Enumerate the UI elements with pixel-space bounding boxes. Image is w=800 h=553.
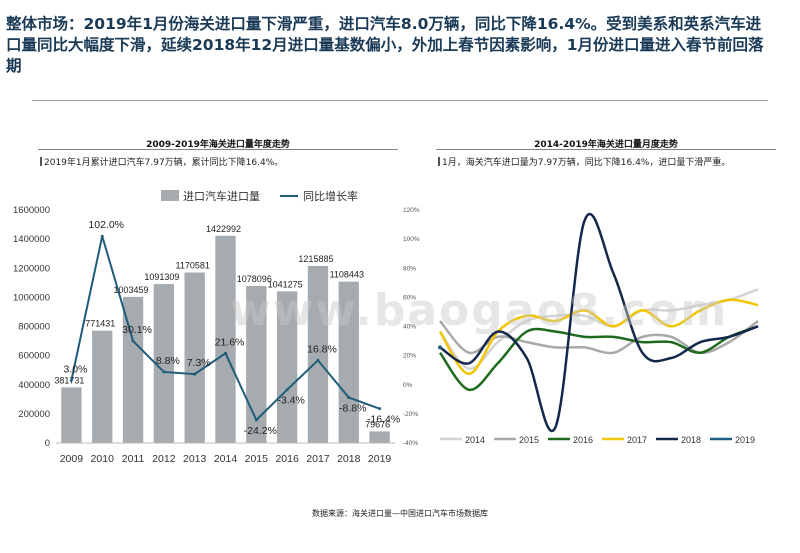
bar [307,265,329,443]
headline-divider [32,100,768,101]
growth-rate-point [131,339,135,343]
x-tick-label: 2010 [91,453,115,465]
x-tick-label: 2013 [183,453,207,465]
right-chart-note: 1月，海关汽车进口量为7.97万辆，同比下降16.4%，进口量下滑严重。 [438,157,768,170]
bar [369,431,390,443]
right-y-tick-label: 40% [403,324,416,331]
bar [92,330,113,443]
growth-rate-label: 7.3% [187,357,211,369]
monthly-line-2016 [438,325,759,391]
left-y-tick-label: 1000000 [13,292,50,303]
bar [61,387,82,443]
bar-value-label: 1003459 [114,285,149,295]
bar-value-label: 79676 [365,419,390,429]
headline: 整体市场：2019年1月份海关进口量下滑严重，进口汽车8.0万辆，同比下降16.… [6,15,764,75]
bar-value-label: 381731 [54,375,84,385]
left-y-tick-label: 800000 [18,322,50,333]
legend-label-2016: 2016 [573,435,593,445]
growth-rate-label: -3.4% [277,395,304,407]
right-y-tick-label: 0% [403,382,413,389]
right-title-divider [436,149,776,150]
bar-value-label: 771431 [85,319,115,329]
bar-value-label: 1041275 [268,279,303,289]
left-y-tick-label: 1400000 [13,234,50,245]
growth-rate-label: 8.8% [156,355,180,367]
right-y-tick-label: 100% [403,236,420,243]
bar [153,284,175,443]
growth-rate-label: -16.4% [367,414,400,426]
monthly-line-2018 [439,212,759,432]
growth-rate-label: 16.8% [307,343,337,355]
legend-bar-swatch [161,190,179,201]
growth-rate-label: -8.8% [339,403,366,415]
growth-rate-point [285,388,289,392]
growth-rate-label: 102.0% [88,219,124,231]
x-tick-label: 2017 [306,453,330,465]
growth-rate-label: 21.6% [215,336,245,348]
legend-bar-label: 进口汽车进口量 [183,189,260,203]
growth-rate-point [254,418,258,422]
x-tick-label: 2016 [275,453,299,465]
x-tick-label: 2011 [122,453,145,465]
legend-label-2017: 2017 [627,435,647,445]
bar [338,281,359,443]
x-tick-label: 2009 [60,453,84,465]
growth-rate-point [162,370,166,374]
right-y-tick-label: 60% [403,294,416,301]
x-tick-label: 2012 [152,453,176,465]
growth-rate-point [100,234,104,238]
left-y-tick-label: 600000 [18,351,50,362]
monthly-line-2017 [438,298,759,376]
bar [122,296,144,443]
growth-rate-point [69,378,73,382]
monthly-line-2014 [438,288,759,370]
data-source: 数据来源：海关进口量—中国进口汽车市场数据库 [312,509,488,518]
right-y-tick-label: 120% [403,207,420,214]
right-y-tick-label: 20% [403,353,416,360]
x-tick-label: 2019 [368,453,392,465]
growth-rate-label: 30.1% [122,324,152,336]
x-tick-label: 2015 [245,453,269,465]
legend-label-2014: 2014 [465,435,485,445]
legend-line-label: 同比增长率 [303,189,358,203]
left-y-tick-label: 0 [45,438,50,449]
growth-rate-point [378,407,382,411]
right-chart-title: 2014-2019年海关进口量月度走势 [534,140,678,150]
growth-rate-point [224,351,227,355]
bar [246,286,267,443]
bar-value-label: 1170581 [175,261,209,271]
bar-value-label: 1108443 [330,270,364,280]
legend-label-2015: 2015 [519,435,539,445]
bar-value-label: 1091309 [144,272,179,282]
bar [215,235,236,443]
x-tick-label: 2014 [214,453,238,465]
bar [184,272,205,443]
left-y-tick-label: 200000 [18,409,50,420]
left-chart-title: 2009-2019年海关进口量年度走势 [146,140,290,150]
growth-rate-point [347,396,351,400]
growth-rate-point [316,358,320,362]
left-chart-note: 2019年1月累计进口汽车7.97万辆，累计同比下降16.4%。 [40,157,400,170]
growth-rate-point [193,372,197,376]
growth-rate-label: -24.2% [244,425,277,437]
right-y-tick-label: 80% [403,265,416,272]
left-y-tick-label: 1200000 [13,263,50,274]
legend-label-2018: 2018 [681,435,701,445]
growth-rate-label: 3.0% [63,363,87,375]
legend-label-2019: 2019 [735,435,755,445]
right-y-tick-label: -40% [403,440,418,447]
left-y-tick-label: 1600000 [13,205,50,216]
x-tick-label: 2018 [337,453,361,465]
bar-value-label: 1078096 [237,274,272,284]
bar-value-label: 1422992 [206,224,241,234]
monthly-point-2019 [438,345,442,350]
bar [276,291,298,443]
left-title-divider [38,149,398,150]
bar-value-label: 1215885 [298,254,333,264]
left-y-tick-label: 400000 [18,380,50,391]
right-y-tick-label: -20% [403,411,418,418]
